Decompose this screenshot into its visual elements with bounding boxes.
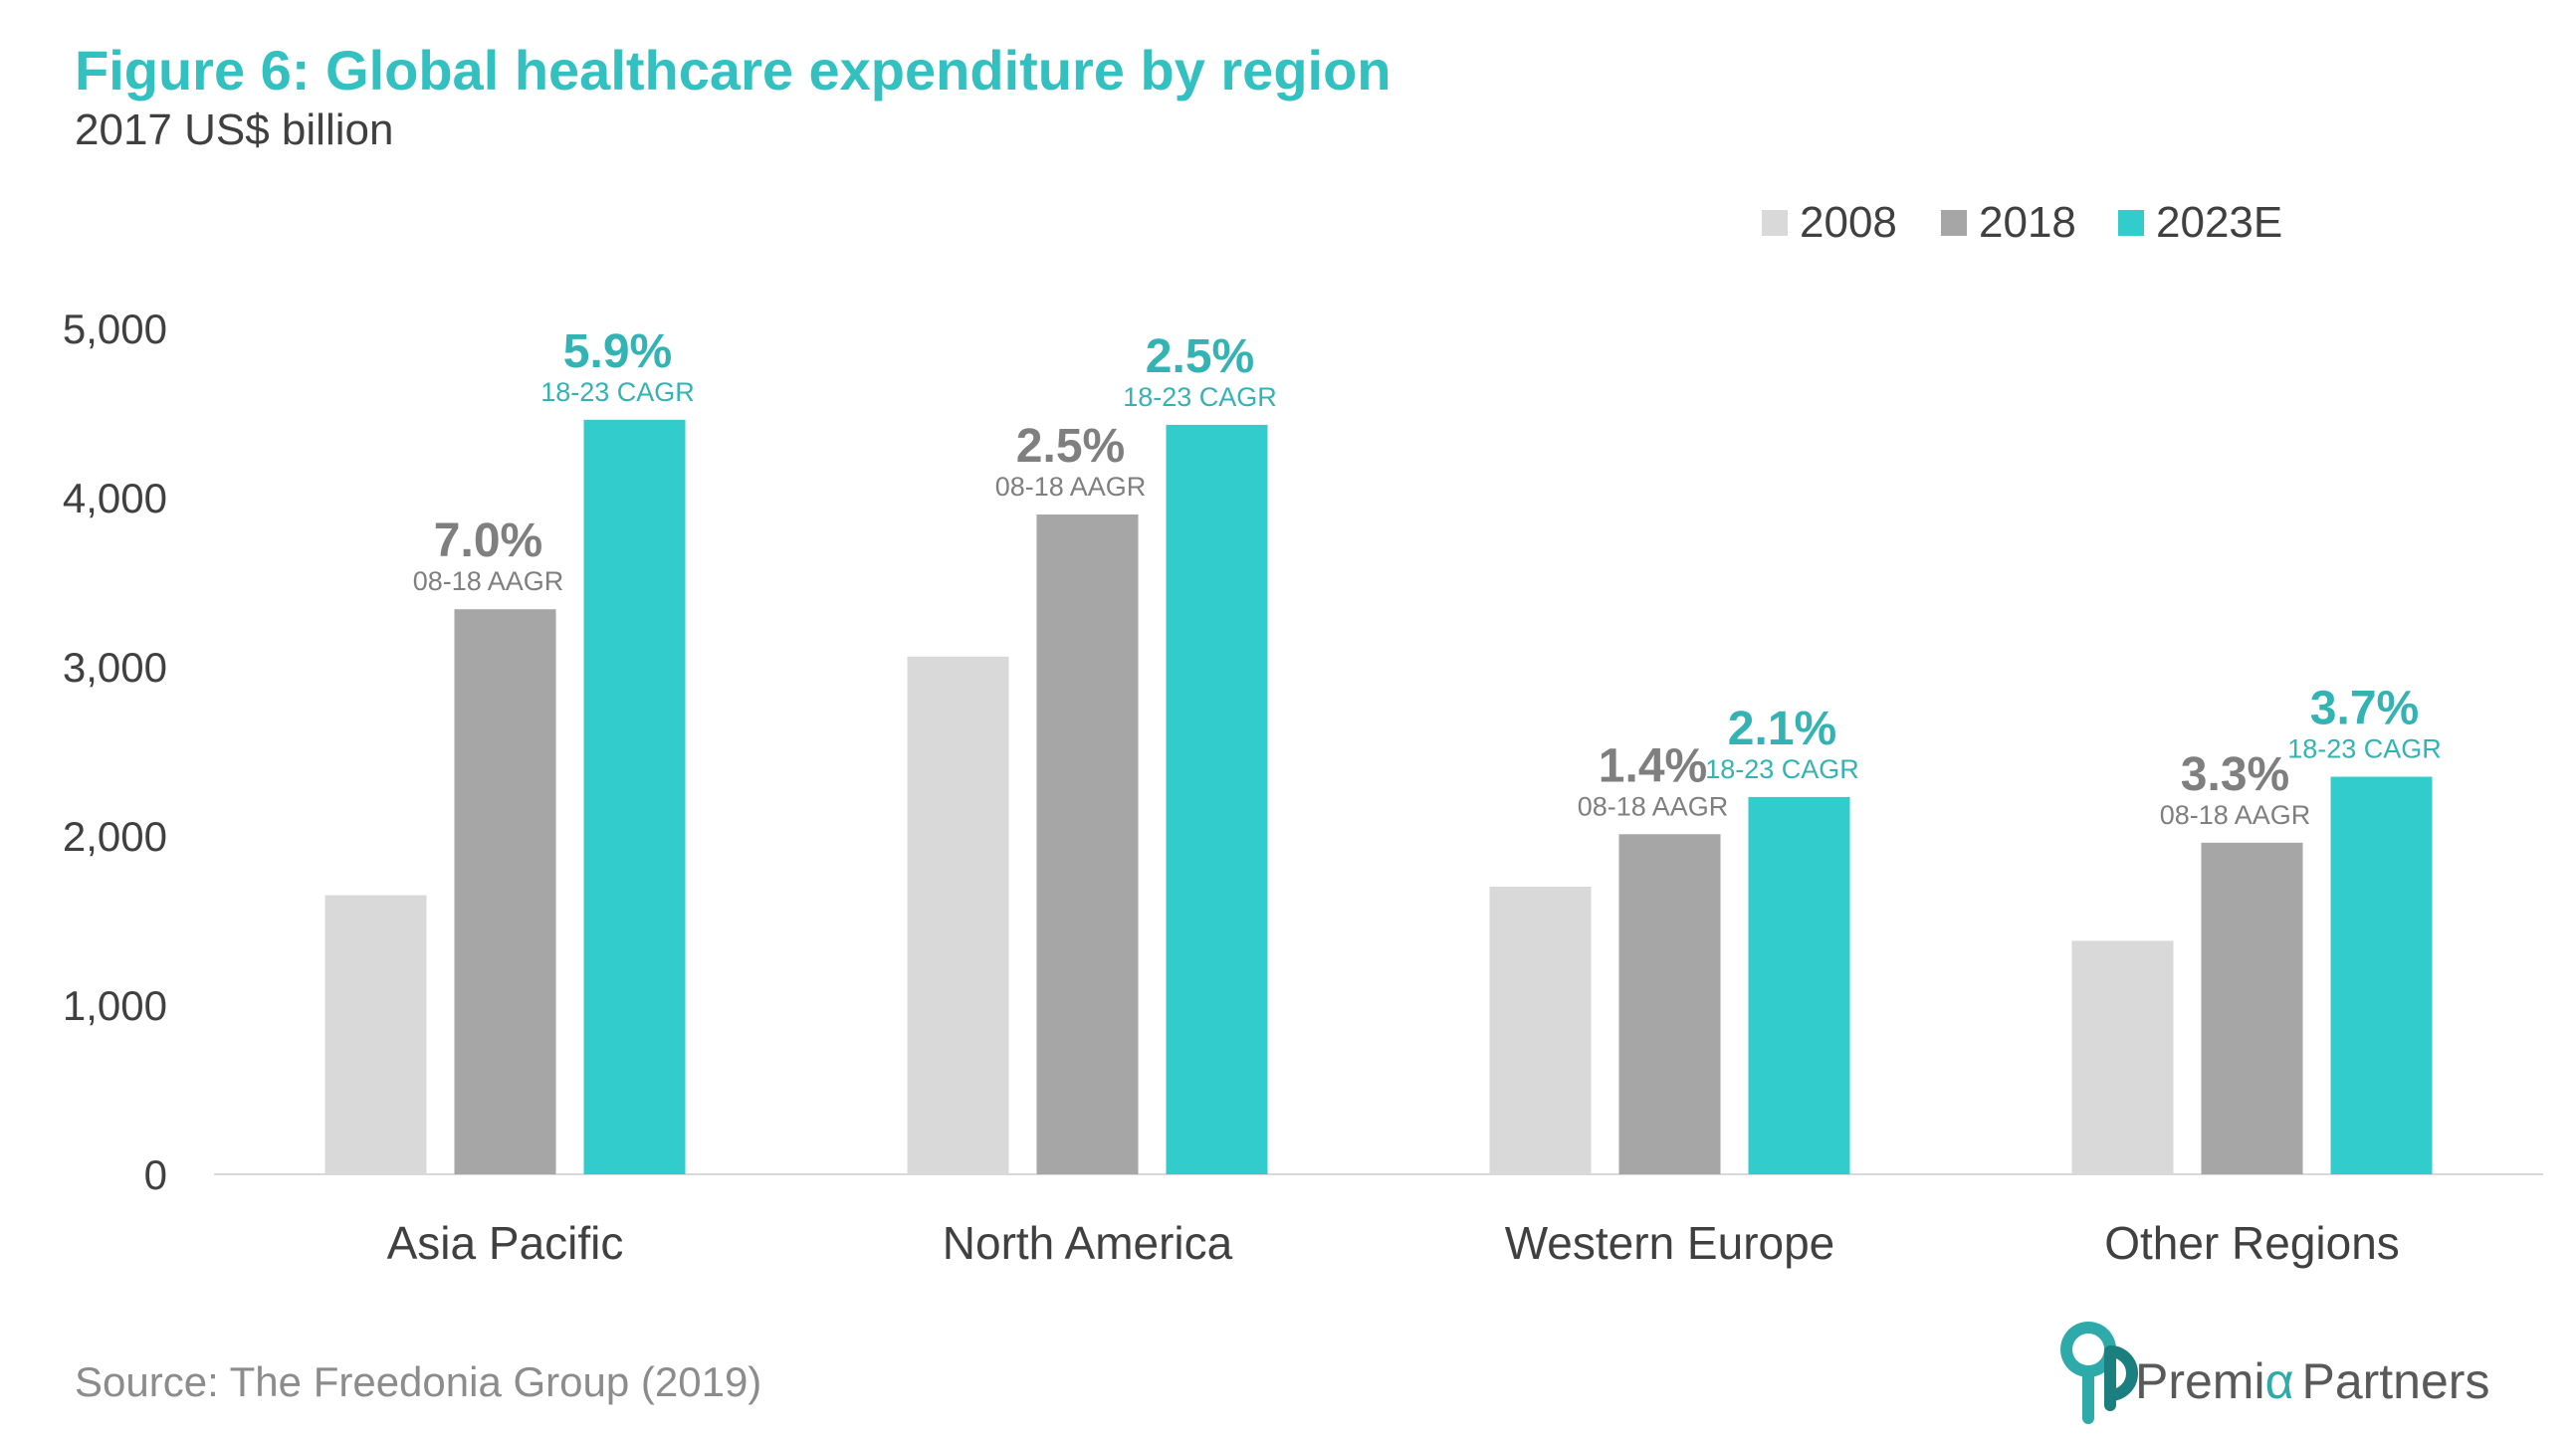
bar-2023e-other-regions [2330, 776, 2433, 1174]
aagr-value-label: 1.4% [1599, 739, 1707, 792]
bar-2008-north-america [907, 656, 1009, 1174]
y-tick-label: 3,000 [63, 644, 167, 691]
bars [324, 419, 2433, 1174]
y-tick-label: 1,000 [63, 982, 167, 1029]
aagr-value-label: 3.3% [2181, 748, 2289, 801]
cagr-caption: 18-23 CAGR [1123, 382, 1277, 412]
y-tick-label: 0 [144, 1151, 167, 1198]
y-tick-label: 2,000 [63, 813, 167, 860]
bar-2023e-north-america [1166, 424, 1268, 1174]
logo: Premiα Partners [2060, 1322, 2489, 1424]
x-tick-label: Other Regions [2104, 1217, 2400, 1269]
x-tick-label: Western Europe [1505, 1217, 1835, 1269]
aagr-caption: 08-18 AAGR [1578, 791, 1729, 821]
aagr-value-label: 2.5% [1016, 420, 1125, 473]
aagr-caption: 08-18 AAGR [995, 472, 1147, 502]
bar-2018-western-europe [1618, 834, 1721, 1174]
y-axis: 0 1,000 2,000 3,000 4,000 5,000 [63, 306, 167, 1198]
bar-2008-other-regions [2071, 940, 2174, 1174]
logo-icon [2060, 1322, 2138, 1424]
legend: 2008 2018 2023E [1762, 198, 2282, 247]
cagr-value-label: 3.7% [2310, 683, 2419, 735]
cagr-caption: 18-23 CAGR [540, 377, 695, 407]
bar-2008-asia-pacific [324, 895, 427, 1174]
cagr-caption: 18-23 CAGR [1705, 754, 1859, 784]
legend-swatch [2118, 210, 2144, 236]
chart-subtitle: 2017 US$ billion [75, 105, 393, 154]
bar-2008-western-europe [1489, 887, 1592, 1174]
x-axis: Asia Pacific North America Western Europe O… [387, 1217, 2400, 1269]
cagr-value-label: 2.5% [1146, 330, 1254, 383]
x-tick-label: Asia Pacific [387, 1217, 624, 1269]
bar-2023e-western-europe [1748, 796, 1850, 1174]
aagr-caption: 08-18 AAGR [2160, 800, 2311, 830]
chart-title: Figure 6: Global healthcare expenditure … [75, 39, 1392, 102]
x-tick-label: North America [943, 1217, 1233, 1269]
cagr-value-label: 2.1% [1728, 703, 1836, 755]
aagr-value-label: 7.0% [434, 514, 542, 567]
aagr-caption: 08-18 AAGR [413, 566, 564, 596]
legend-label: 2018 [1979, 198, 2076, 247]
bar-2018-other-regions [2201, 842, 2303, 1174]
bar-2018-north-america [1036, 514, 1139, 1174]
legend-label: 2023E [2156, 198, 2282, 247]
logo-text: Premiα Partners [2135, 1353, 2489, 1409]
y-tick-label: 4,000 [63, 475, 167, 521]
bar-2023e-asia-pacific [583, 419, 686, 1174]
cagr-caption: 18-23 CAGR [2287, 734, 2442, 764]
source-note: Source: The Freedonia Group (2019) [75, 1358, 761, 1405]
bar-2018-asia-pacific [454, 609, 556, 1174]
y-tick-label: 5,000 [63, 306, 167, 352]
legend-swatch [1941, 210, 1967, 236]
legend-swatch [1762, 210, 1788, 236]
legend-label: 2008 [1800, 198, 1897, 247]
cagr-value-label: 5.9% [563, 325, 672, 378]
